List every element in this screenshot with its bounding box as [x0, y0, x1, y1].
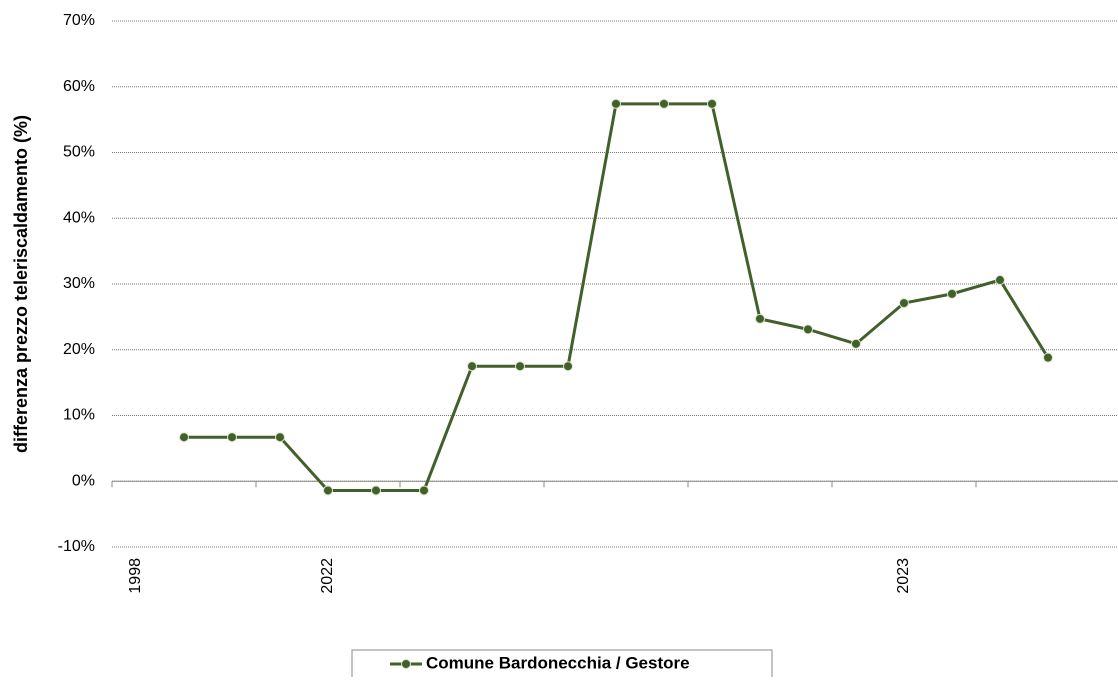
- legend-label: Comune Bardonecchia / Gestore: [426, 653, 690, 672]
- y-tick-label: -10%: [58, 538, 95, 555]
- series-line: [184, 102, 1050, 492]
- data-point: [275, 432, 285, 443]
- data-point: [899, 298, 909, 309]
- data-point: [467, 361, 477, 372]
- legend-marker: [401, 659, 411, 669]
- data-point: [995, 275, 1005, 286]
- y-axis-title: differenza prezzo teleriscaldamento (%): [11, 115, 31, 453]
- data-point: [947, 288, 957, 299]
- x-tick-label: 2022: [319, 558, 336, 594]
- y-tick-label: 10%: [63, 407, 95, 424]
- data-point: [1043, 352, 1053, 363]
- data-point: [323, 485, 333, 496]
- y-tick-label: 60%: [63, 78, 95, 95]
- data-point: [179, 432, 189, 443]
- y-tick-label: 0%: [72, 472, 95, 489]
- data-point: [755, 313, 765, 324]
- data-point: [371, 485, 381, 496]
- x-tick-label: 1998: [127, 558, 144, 594]
- x-tick-label: 2023: [895, 558, 912, 594]
- y-tick-label: 50%: [63, 144, 95, 161]
- y-tick-label: 70%: [63, 12, 95, 29]
- data-point: [419, 485, 429, 496]
- data-point: [803, 324, 813, 335]
- data-point: [851, 338, 861, 349]
- data-point: [659, 98, 669, 109]
- data-point: [611, 98, 621, 109]
- data-point: [707, 98, 717, 109]
- y-tick-label: 20%: [63, 341, 95, 358]
- data-point: [563, 361, 573, 372]
- data-point: [227, 432, 237, 443]
- y-tick-label: 30%: [63, 275, 95, 292]
- data-point: [515, 361, 525, 372]
- y-tick-label: 40%: [63, 209, 95, 226]
